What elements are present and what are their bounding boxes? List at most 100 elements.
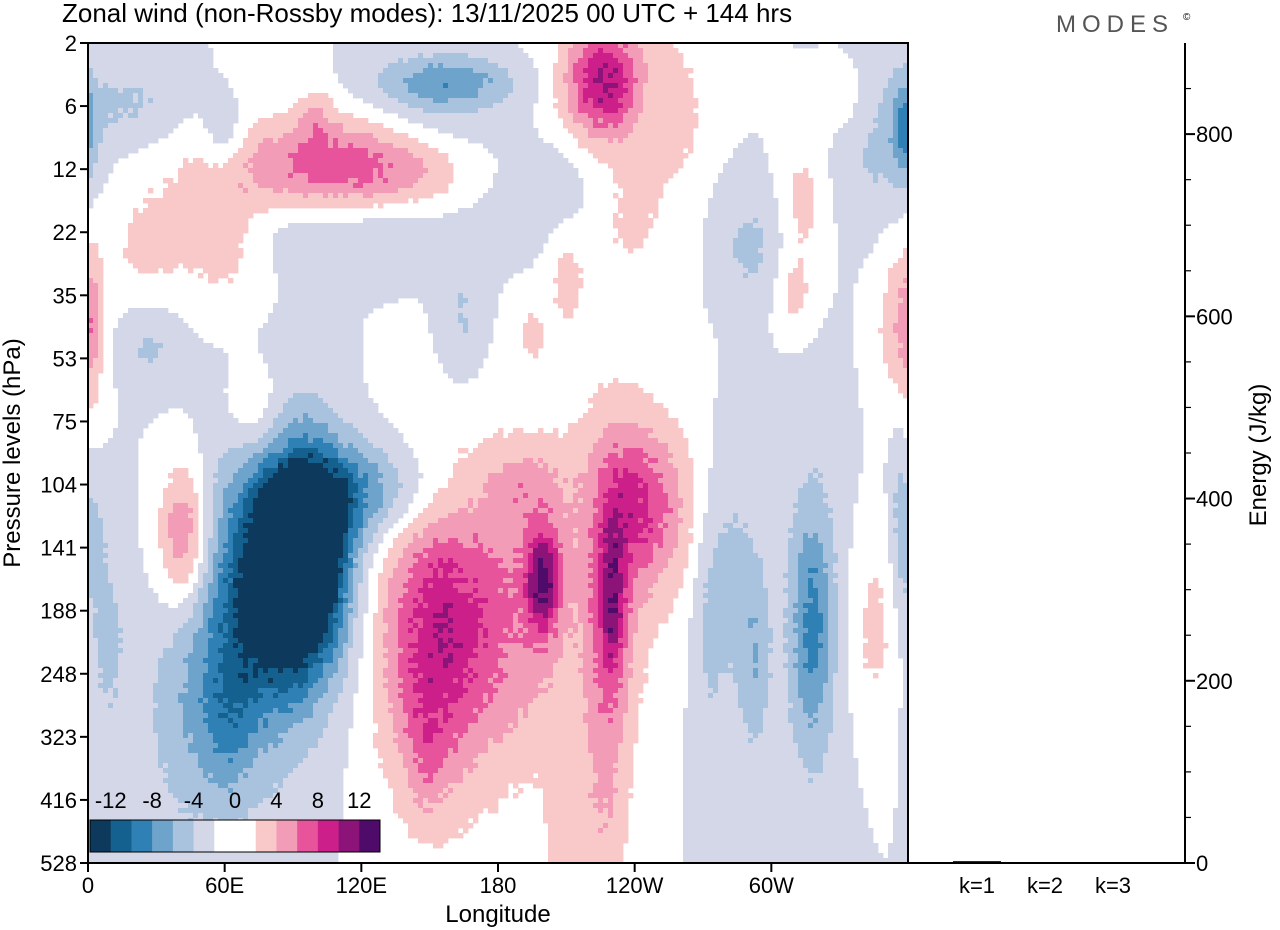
field-cell xyxy=(168,763,173,768)
field-cell xyxy=(103,98,108,103)
field-cell xyxy=(163,808,168,813)
field-cell xyxy=(133,73,138,78)
field-cell xyxy=(98,723,103,728)
field-cell xyxy=(133,703,138,708)
field-cell xyxy=(183,603,188,608)
field-cell xyxy=(118,498,123,503)
field-cell xyxy=(108,158,113,163)
modes-logo: MODES © xyxy=(1056,11,1191,38)
field-cell xyxy=(138,258,143,263)
field-cell xyxy=(93,253,98,258)
field-cell xyxy=(143,683,148,688)
field-cell xyxy=(128,513,133,518)
field-cell xyxy=(113,598,118,603)
field-cell xyxy=(133,348,138,353)
field-cell xyxy=(143,738,148,743)
field-cell xyxy=(178,188,183,193)
field-cell xyxy=(148,643,153,648)
field-cell xyxy=(93,148,98,153)
field-cell xyxy=(128,643,133,648)
field-cell xyxy=(93,723,98,728)
field-cell xyxy=(178,63,183,68)
field-cell xyxy=(133,338,138,343)
field-cell xyxy=(143,68,148,73)
field-cell xyxy=(98,618,103,623)
field-cell xyxy=(123,253,128,258)
field-cell xyxy=(173,623,178,628)
field-cell xyxy=(173,213,178,218)
field-cell xyxy=(143,198,148,203)
field-cell xyxy=(183,358,188,363)
field-cell xyxy=(143,368,148,373)
field-cell xyxy=(128,488,133,493)
field-cell xyxy=(103,738,108,743)
field-cell xyxy=(173,478,178,483)
field-cell xyxy=(173,488,178,493)
field-cell xyxy=(153,368,158,373)
field-cell xyxy=(138,408,143,413)
field-cell xyxy=(148,738,153,743)
field-cell xyxy=(173,698,178,703)
chart-title: Zonal wind (non-Rossby modes): 13/11/202… xyxy=(62,0,792,28)
field-cell xyxy=(98,343,103,348)
field-cell xyxy=(178,343,183,348)
field-cell xyxy=(123,713,128,718)
field-cell xyxy=(103,63,108,68)
field-cell xyxy=(118,343,123,348)
field-cell xyxy=(108,583,113,588)
field-cell xyxy=(168,533,173,538)
field-cell xyxy=(163,648,168,653)
field-cell xyxy=(108,753,113,758)
field-cell xyxy=(168,798,173,803)
field-cell xyxy=(103,48,108,53)
field-cell xyxy=(178,578,183,583)
field-cell xyxy=(108,758,113,763)
field-cell xyxy=(148,53,153,58)
field-cell xyxy=(123,58,128,63)
field-cell xyxy=(163,228,168,233)
field-cell xyxy=(113,763,118,768)
field-cell xyxy=(108,693,113,698)
field-cell xyxy=(98,138,103,143)
field-cell xyxy=(168,83,173,88)
field-cell xyxy=(158,123,163,128)
field-cell xyxy=(173,108,178,113)
field-cell xyxy=(158,773,163,778)
field-cell xyxy=(128,778,133,783)
field-cell xyxy=(168,238,173,243)
field-cell xyxy=(113,528,118,533)
field-cell xyxy=(93,383,98,388)
field-cell xyxy=(168,268,173,273)
field-cell xyxy=(98,688,103,693)
field-cell xyxy=(113,583,118,588)
field-cell xyxy=(108,513,113,518)
field-cell xyxy=(133,383,138,388)
field-cell xyxy=(93,573,98,578)
field-cell xyxy=(168,483,173,488)
field-cell xyxy=(133,733,138,738)
field-cell xyxy=(133,48,138,53)
field-cell xyxy=(123,363,128,368)
field-cell xyxy=(173,758,178,763)
field-cell xyxy=(178,703,183,708)
field-cell xyxy=(113,748,118,753)
field-cell xyxy=(173,673,178,678)
field-cell xyxy=(158,778,163,783)
field-cell xyxy=(168,243,173,248)
field-cell xyxy=(163,628,168,633)
field-cell xyxy=(158,108,163,113)
field-cell xyxy=(163,658,168,663)
field-cell xyxy=(113,458,118,463)
field-cell xyxy=(103,683,108,688)
field-cell xyxy=(168,528,173,533)
field-cell xyxy=(128,703,133,708)
field-cell xyxy=(143,63,148,68)
field-cell xyxy=(123,718,128,723)
field-cell xyxy=(168,223,173,228)
field-cell xyxy=(148,93,153,98)
field-cell xyxy=(98,123,103,128)
field-cell xyxy=(158,723,163,728)
field-cell xyxy=(128,63,133,68)
field-cell xyxy=(133,363,138,368)
field-cell xyxy=(118,643,123,648)
